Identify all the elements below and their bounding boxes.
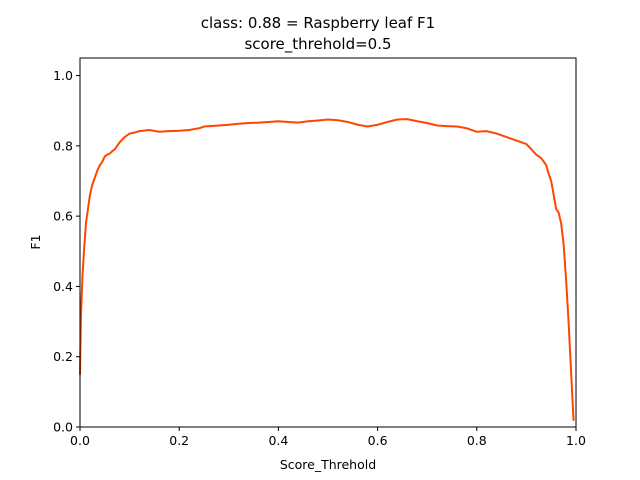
x-axis-label: Score_Threhold — [280, 457, 376, 472]
y-tick-label: 0.6 — [53, 209, 73, 224]
chart-title: class: 0.88 = Raspberry leaf F1 — [201, 14, 435, 32]
y-tick-label: 0.8 — [53, 138, 73, 153]
y-tick-label: 0.4 — [53, 279, 73, 294]
x-tick-label: 0.0 — [70, 433, 90, 448]
y-tick-label: 1.0 — [53, 68, 73, 83]
x-tick-label: 0.8 — [467, 433, 487, 448]
x-tick-label: 0.6 — [368, 433, 388, 448]
x-tick-label: 0.2 — [169, 433, 189, 448]
chart-subtitle: score_threhold=0.5 — [244, 35, 391, 54]
y-tick-label: 0.2 — [53, 349, 73, 364]
x-tick-label: 0.4 — [268, 433, 288, 448]
plot-area: 0.0 0.2 0.4 0.6 0.8 1.0 0.0 0.2 0.4 0.6 0.8 1.0 — [53, 57, 586, 448]
axes-frame — [79, 57, 577, 428]
series-line-0 — [79, 118, 575, 421]
x-tick-label: 1.0 — [566, 433, 586, 448]
y-axis-label: F1 — [28, 234, 43, 249]
y-tick-label: 0.0 — [53, 420, 73, 435]
